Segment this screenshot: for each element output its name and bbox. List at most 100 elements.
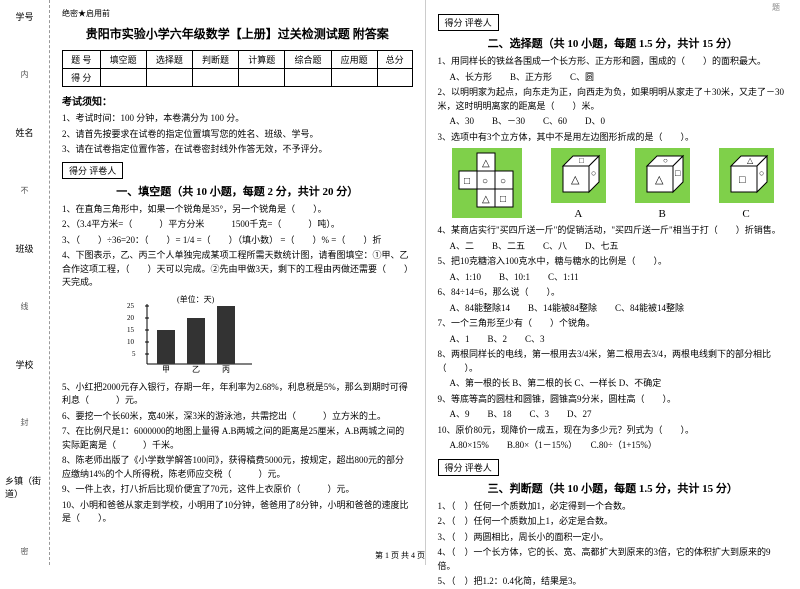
score-header: 应用题 [331, 51, 377, 69]
binding-hint: 线 [19, 302, 30, 310]
options: A、84能整除14 B、14能被84整除 C、84能被14整除 [438, 302, 789, 316]
score-header: 综合题 [285, 51, 331, 69]
svg-text:□: □ [464, 176, 470, 187]
options: A、二 B、二五 C、八 D、七五 [438, 240, 789, 254]
section2-title: 二、选择题（共 10 小题，每题 1.5 分，共计 15 分） [438, 35, 789, 51]
question: 2、（3.4平方米=（ ）平方分米 1500千克=（ ）吨）。 [62, 218, 413, 232]
question: 6、要挖一个长60米，宽40米，深3米的游泳池，共需挖出（ ）立方米的土。 [62, 410, 413, 424]
left-column: 绝密★启用前 贵阳市实验小学六年级数学【上册】过关检测试题 附答案 题 号 填空… [50, 0, 426, 565]
section1-title: 一、填空题（共 10 小题，每题 2 分，共计 20 分） [62, 183, 413, 199]
svg-text:乙: 乙 [192, 365, 200, 374]
svg-text:10: 10 [127, 338, 135, 346]
binding-hint: 内 [19, 70, 30, 78]
binding-label: 班级 [15, 242, 33, 255]
question: 3、（ ）÷36=20：（ ）= 1/4 =（ ）（填小数） =（ ）% =（ … [62, 234, 413, 248]
cube-label: A [551, 208, 606, 220]
binding-hint: 不 [19, 186, 30, 194]
exam-title: 贵阳市实验小学六年级数学【上册】过关检测试题 附答案 [62, 25, 413, 42]
svg-text:△: △ [482, 158, 490, 169]
svg-text:□: □ [675, 168, 681, 178]
question: 6、84÷14=6，那么说（ ）。 [438, 286, 789, 300]
question: 10、原价80元，现降价一成五，现在为多少元？列式为（ ）。 [438, 424, 789, 438]
score-row-label: 得 分 [63, 69, 101, 87]
svg-text:○: ○ [591, 168, 596, 178]
svg-text:△: △ [571, 174, 580, 186]
binding-label: 学校 [15, 358, 33, 371]
score-table: 题 号 填空题 选择题 判断题 计算题 综合题 应用题 总分 得 分 [62, 50, 413, 87]
question: 1、用同样长的铁丝各围成一个长方形、正方形和圆，围成的（ ）的面积最大。 [438, 55, 789, 69]
cube-label: C [719, 208, 774, 220]
options: A、1:10 B、10:1 C、1:11 [438, 271, 789, 285]
svg-text:□: □ [500, 194, 506, 205]
score-header: 题 号 [63, 51, 101, 69]
score-header: 判断题 [192, 51, 238, 69]
cube-net: △ □ ○ ○ △ □ [452, 148, 522, 218]
question: 5、小红把2000元存入银行，存期一年，年利率为2.68%，利息税是5%，那么到… [62, 381, 413, 408]
section-score-box: 得分 评卷人 [438, 14, 499, 31]
section-score-bar: 得分 评卷人 [438, 14, 789, 31]
cube-option: △ □ ○ B [635, 148, 690, 220]
question: 5、（ ）把1.2：0.4化简，结果是3。 [438, 575, 789, 589]
question: 7、一个三角形至少有（ ）个锐角。 [438, 317, 789, 331]
question: 9、一件上衣，打八折后比现价便宜了70元，这件上衣原价（ ）元。 [62, 483, 413, 497]
options: A、30 B、－30 C、60 D、0 [438, 115, 789, 129]
binding-label: 姓名 [15, 126, 33, 139]
question: 1、在直角三角形中，如果一个锐角是35°，另一个锐角是（ ）。 [62, 203, 413, 217]
score-header: 填空题 [100, 51, 146, 69]
svg-text:□: □ [739, 174, 746, 186]
section-score-bar: 得分 评卷人 [438, 459, 789, 476]
question: 2、（ ）任何一个质数加上1，必定是合数。 [438, 515, 789, 529]
options: A、1 B、2 C、3 [438, 333, 789, 347]
notice-item: 2、请首先按要求在试卷的指定位置填写您的姓名、班级、学号。 [62, 128, 413, 141]
question: 8、陈老师出版了《小学数学解答100问》，获得稿费5000元，按规定，超出800… [62, 454, 413, 481]
notice-item: 1、考试时间：100 分钟，本卷满分为 100 分。 [62, 112, 413, 125]
score-header: 选择题 [146, 51, 192, 69]
page-footer: 第 1 页 共 4 页 [0, 550, 800, 561]
svg-text:△: △ [655, 174, 664, 186]
binding-margin: 学号 内 姓名 不 班级 线 学校 封 乡镇（街道） 密 [0, 0, 50, 565]
question: 10、小明和爸爸从家走到学校，小明用了10分钟，爸爸用了8分钟，小明和爸爸的速度… [62, 499, 413, 526]
score-header: 计算题 [239, 51, 285, 69]
notice-heading: 考试须知： [62, 93, 413, 108]
svg-text:△: △ [747, 156, 754, 165]
question: 5、把10克糖溶入100克水中，糖与糖水的比例是（ ）。 [438, 255, 789, 269]
binding-hint: 封 [19, 418, 30, 426]
question: 8、两根同样长的电线，第一根用去3/4米，第二根用去3/4，两根电线剩下的部分相… [438, 348, 789, 375]
question: 4、某商店实行"买四斤送一斤"的促销活动，"买四斤送一斤"相当于打（ ）折销售。 [438, 224, 789, 238]
svg-text:□: □ [579, 156, 584, 165]
options: A、9 B、18 C、3 D、27 [438, 408, 789, 422]
cube-label: B [635, 208, 690, 220]
svg-text:○: ○ [500, 176, 506, 187]
bar-chart: (单位：天) 25 20 15 10 5 甲 乙 丙 [122, 294, 413, 377]
binding-label: 乡镇（街道） [5, 474, 44, 500]
options: A.80×15% B.80×（1－15%） C.80÷（1+15%） [438, 439, 789, 453]
binding-label: 学号 [15, 10, 33, 23]
section3-title: 三、判断题（共 10 小题，每题 1.5 分，共计 15 分） [438, 480, 789, 496]
question: 1、（ ）任何一个质数加1，必定得到一个合数。 [438, 500, 789, 514]
section-score-box: 得分 评卷人 [62, 162, 123, 179]
svg-text:○: ○ [663, 156, 668, 165]
question: 7、在比例尺是1：6000000的地图上量得 A.B两城之间的距离是25厘米，A… [62, 425, 413, 452]
question: 9、等底等高的圆柱和圆锥，圆锥高9分米，圆柱高（ ）。 [438, 393, 789, 407]
svg-text:25: 25 [127, 302, 135, 310]
svg-text:5: 5 [132, 350, 136, 358]
chart-ylabel: (单位：天) [177, 294, 215, 304]
question: 2、以明明家为起点，向东走为正，向西走为负，如果明明从家走了＋30米，又走了－3… [438, 86, 789, 113]
right-column: 得分 评卷人 二、选择题（共 10 小题，每题 1.5 分，共计 15 分） 1… [426, 0, 800, 565]
secret-label: 绝密★启用前 [62, 8, 413, 19]
cube-option: □○△ C [719, 148, 774, 220]
top-decor: 题 [772, 2, 780, 13]
svg-text:20: 20 [127, 314, 135, 322]
question: 3、（ ）两圆相比，周长小的面积一定小。 [438, 531, 789, 545]
svg-text:○: ○ [482, 176, 488, 187]
options: A、长方形 B、正方形 C、圆 [438, 71, 789, 85]
svg-text:△: △ [482, 194, 490, 205]
section-score-box: 得分 评卷人 [438, 459, 499, 476]
options: A、第一根的长 B、第二根的长 C、一样长 D、不确定 [438, 377, 789, 391]
cube-option: △ ○ □ A [551, 148, 606, 220]
score-header: 总分 [377, 51, 412, 69]
svg-text:15: 15 [127, 326, 135, 334]
cube-diagram: △ □ ○ ○ △ □ △ ○ □ A [438, 148, 789, 220]
section-score-bar: 得分 评卷人 [62, 162, 413, 179]
svg-text:丙: 丙 [222, 365, 230, 374]
